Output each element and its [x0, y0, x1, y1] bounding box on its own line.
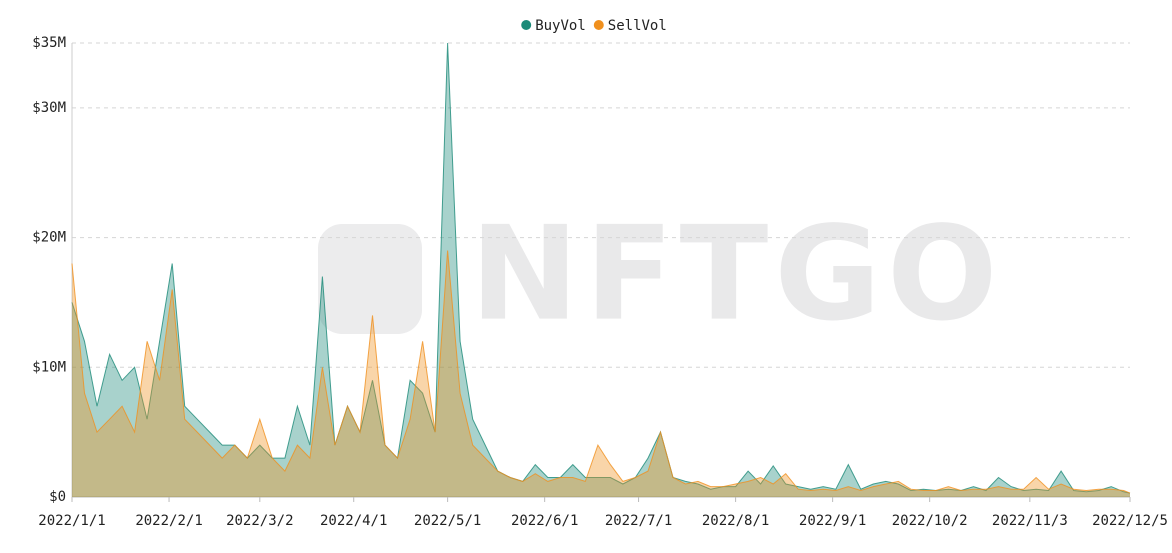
x-tick-label: 2022/1/1	[38, 513, 105, 529]
y-tick-label: $0	[49, 489, 66, 505]
x-tick-label: 2022/11/3	[992, 513, 1068, 529]
legend-label: SellVol	[608, 18, 667, 34]
x-tick-label: 2022/8/1	[702, 513, 769, 529]
line	[71, 250, 1131, 494]
y-tick-label: $10M	[32, 359, 66, 375]
x-tick-label: 2022/2/1	[135, 513, 202, 529]
watermark: NFTGO	[470, 198, 1004, 350]
legend-marker	[593, 20, 604, 30]
x-tick-label: 2022/9/1	[799, 513, 866, 529]
x-tick-label: 2022/4/1	[320, 513, 387, 529]
x-tick-label: 2022/12/5	[1092, 513, 1168, 529]
x-tick-label: 2022/5/1	[414, 513, 481, 529]
x-tick-label: 2022/10/2	[892, 513, 968, 529]
area	[72, 43, 1130, 497]
legend: BuyVol SellVol	[521, 18, 667, 34]
legend-marker	[521, 20, 532, 30]
x-tick-label: 2022/7/1	[605, 513, 672, 529]
y-tick-label: $30M	[32, 100, 66, 116]
y-tick-label: $20M	[32, 230, 66, 246]
legend-label: BuyVol	[535, 18, 586, 34]
y-tick-label: $35M	[32, 35, 66, 51]
watermark-logo	[318, 224, 422, 334]
area	[72, 250, 1130, 497]
x-tick-label: 2022/6/1	[511, 513, 578, 529]
x-tick-label: 2022/3/2	[226, 513, 293, 529]
